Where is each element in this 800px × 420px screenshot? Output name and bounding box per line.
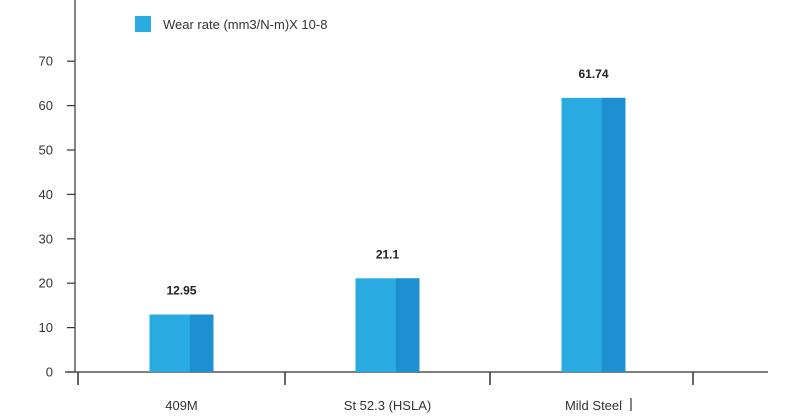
y-tick-label: 10 xyxy=(39,320,53,335)
y-tick-label: 60 xyxy=(39,98,53,113)
bars xyxy=(149,97,626,373)
value-labels: 12.95 21.1 61.74 xyxy=(166,67,608,298)
bar-shade xyxy=(601,97,626,373)
bar-shade xyxy=(189,314,214,372)
legend: Wear rate (mm3/N-m)X 10-8 xyxy=(135,16,327,32)
y-tick-label: 70 xyxy=(39,54,53,69)
data-label: 21.1 xyxy=(376,247,400,261)
y-axis: 0 10 20 30 40 50 60 70 xyxy=(39,0,76,380)
data-label: 61.74 xyxy=(578,67,608,81)
x-axis: 409M St 52.3 (HSLA) Mild Steel xyxy=(65,371,768,413)
y-tick-label: 40 xyxy=(39,187,53,202)
x-category-label: Mild Steel xyxy=(565,398,622,413)
legend-label: Wear rate (mm3/N-m)X 10-8 xyxy=(163,17,327,32)
x-category-label: St 52.3 (HSLA) xyxy=(344,398,431,413)
data-label: 12.95 xyxy=(166,284,196,298)
y-tick-label: 20 xyxy=(39,276,53,291)
x-category-label: 409M xyxy=(165,398,198,413)
legend-swatch xyxy=(135,16,151,32)
y-tick-label: 30 xyxy=(39,231,53,246)
y-tick-label: 0 xyxy=(46,365,53,380)
bar-shade xyxy=(395,278,420,372)
y-tick-label: 50 xyxy=(39,143,53,158)
